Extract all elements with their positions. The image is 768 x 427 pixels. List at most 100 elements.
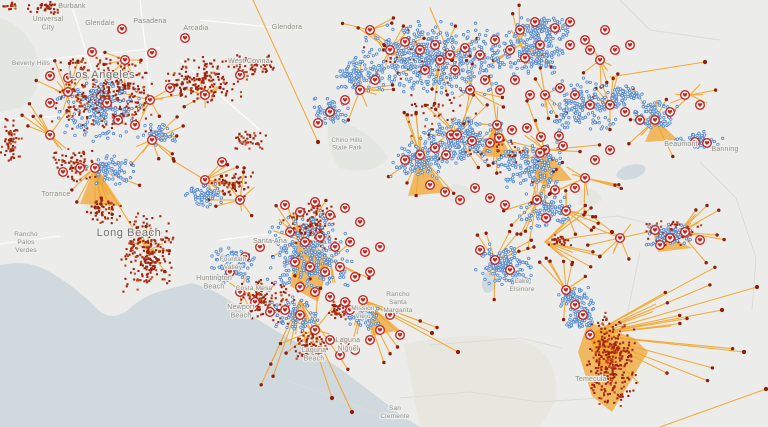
red-dot	[613, 367, 616, 370]
red-dot	[149, 267, 152, 270]
red-dot	[115, 89, 118, 92]
endpoint-dot	[583, 210, 587, 214]
blue-dot	[450, 40, 454, 45]
red-dot	[606, 356, 609, 359]
red-dot	[238, 184, 241, 187]
blue-dot	[411, 51, 416, 56]
boundary-line	[399, 391, 601, 403]
red-dot	[598, 360, 601, 363]
blue-dot	[271, 255, 275, 260]
red-dot	[261, 147, 264, 150]
blue-dot	[284, 250, 289, 255]
red-dot	[141, 246, 144, 249]
red-dot	[120, 108, 123, 111]
red-dot	[320, 228, 323, 231]
red-dot	[212, 78, 215, 81]
blue-dot	[546, 63, 551, 67]
blue-dot	[575, 83, 580, 87]
red-dot	[49, 7, 52, 10]
blue-dot	[345, 259, 349, 263]
red-dot	[615, 364, 618, 367]
endpoint-dot	[452, 191, 456, 195]
red-dot	[92, 82, 95, 85]
red-dot	[321, 209, 324, 212]
red-dot	[101, 220, 104, 223]
red-dot	[9, 149, 12, 152]
spider-line	[359, 88, 395, 91]
red-dot	[131, 113, 134, 116]
red-dot	[302, 353, 305, 356]
blue-dot	[322, 258, 326, 262]
blue-dot	[327, 222, 331, 227]
red-dot	[298, 225, 301, 228]
red-dot	[118, 107, 121, 110]
red-dot	[172, 236, 175, 239]
endpoint-dot	[561, 259, 566, 264]
endpoint-dot	[538, 66, 543, 70]
red-dot	[672, 220, 675, 223]
red-dot	[279, 317, 282, 320]
blue-dot	[506, 149, 511, 154]
blue-dot	[525, 205, 529, 209]
blue-dot	[454, 121, 459, 126]
endpoint-dot	[381, 48, 386, 52]
blue-dot	[475, 123, 479, 127]
red-dot	[107, 67, 110, 70]
blue-dot	[316, 111, 320, 115]
red-dot	[282, 284, 285, 287]
red-dot	[468, 149, 471, 152]
red-dot	[178, 72, 181, 75]
red-dot	[119, 74, 122, 77]
red-dot	[260, 65, 263, 68]
red-dot	[426, 103, 429, 106]
blue-dot	[347, 61, 352, 65]
endpoint-dot	[225, 163, 230, 167]
red-dot	[107, 89, 110, 92]
red-dot	[149, 242, 152, 245]
red-dot	[91, 108, 94, 111]
red-dot	[399, 77, 402, 80]
red-dot	[222, 78, 225, 81]
blue-dot	[462, 119, 467, 123]
red-dot	[137, 226, 140, 229]
blue-dot	[282, 246, 286, 250]
blue-dot	[303, 228, 307, 233]
blue-dot	[300, 328, 305, 333]
red-dot	[311, 225, 314, 228]
red-dot	[311, 343, 314, 346]
endpoint-dot	[671, 154, 675, 159]
terrain-patch	[450, 183, 472, 203]
red-dot	[297, 339, 300, 342]
blue-dot	[418, 75, 422, 79]
endpoint-dot	[476, 165, 480, 170]
endpoint-dot	[278, 341, 283, 346]
red-dot	[313, 211, 316, 214]
red-dot	[87, 69, 90, 72]
blue-dot	[434, 25, 438, 29]
red-dot	[82, 67, 85, 70]
blue-dot	[421, 30, 425, 34]
red-dot	[75, 180, 78, 183]
blue-dot	[558, 156, 562, 160]
red-dot	[240, 95, 243, 98]
blue-dot	[599, 127, 603, 131]
red-dot	[601, 376, 604, 379]
red-dot	[164, 271, 167, 274]
blue-dot	[273, 280, 277, 285]
red-dot	[311, 206, 314, 209]
red-dot	[98, 206, 101, 209]
red-dot	[621, 355, 624, 358]
red-dot	[613, 373, 616, 376]
blue-dot	[334, 252, 338, 256]
endpoint-dot	[501, 105, 506, 109]
red-dot	[144, 130, 147, 133]
red-dot	[150, 82, 153, 85]
blue-dot	[447, 82, 451, 86]
blue-dot	[309, 283, 314, 288]
blue-dot	[310, 253, 314, 258]
red-dot	[262, 295, 265, 298]
blue-dot	[397, 72, 402, 76]
red-dot	[93, 107, 96, 110]
